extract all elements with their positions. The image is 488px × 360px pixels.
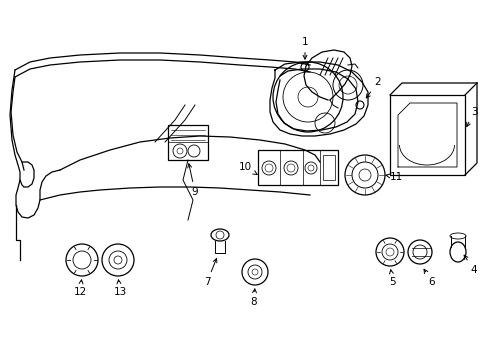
Text: 13: 13 [113,280,126,297]
Text: 5: 5 [389,270,395,287]
Text: 6: 6 [423,269,434,287]
Bar [389,95,464,175]
Bar [323,155,334,180]
Bar [258,150,337,185]
Text: 7: 7 [203,258,217,287]
Text: 1: 1 [301,37,307,59]
Text: 10: 10 [238,162,257,175]
Text: 2: 2 [366,77,381,98]
Text: 8: 8 [250,289,257,307]
Bar [168,125,207,160]
Text: 3: 3 [466,107,476,127]
Text: 12: 12 [73,280,86,297]
Text: 9: 9 [187,164,198,197]
Text: 11: 11 [385,172,402,182]
Text: 4: 4 [463,255,476,275]
